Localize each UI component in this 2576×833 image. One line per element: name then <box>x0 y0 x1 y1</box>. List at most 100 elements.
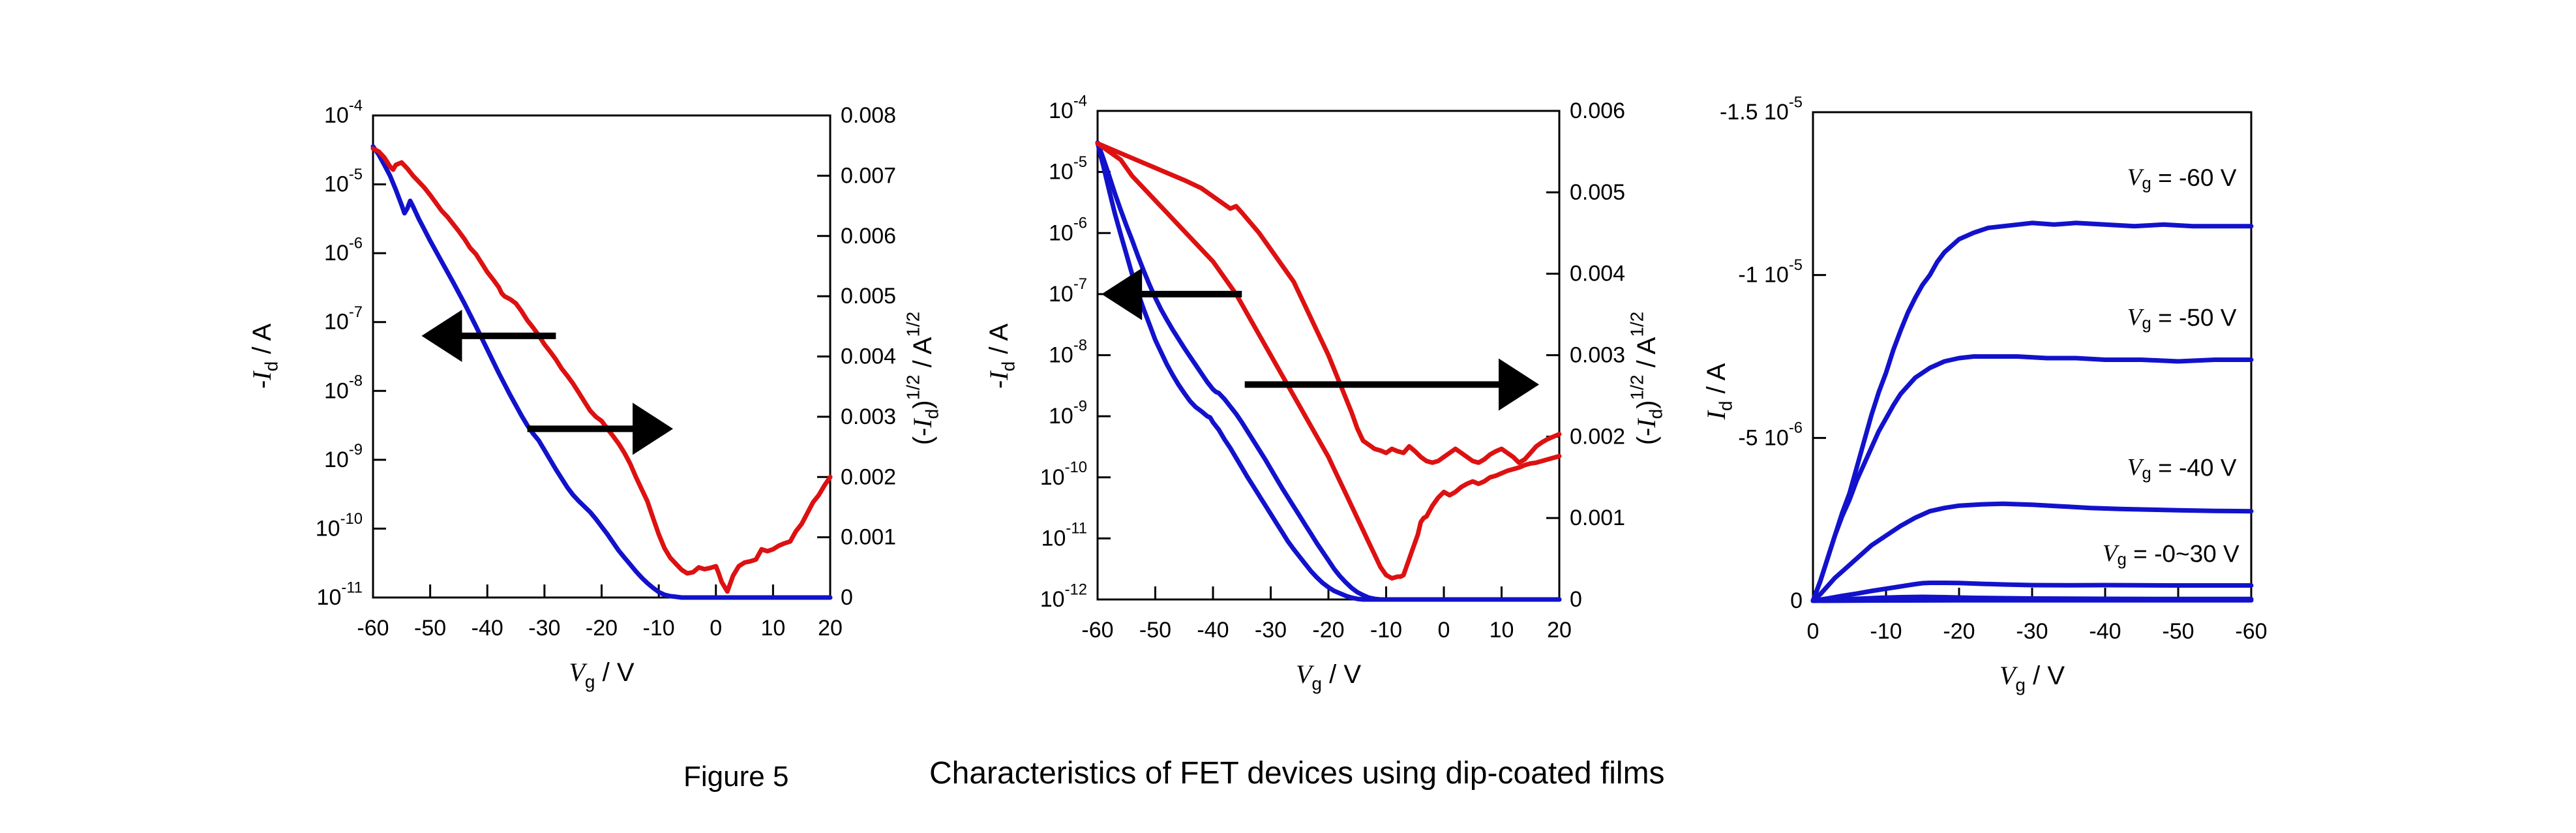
x-tick-label: -60 <box>357 616 389 641</box>
y-right-tick-label: 0.003 <box>841 404 896 429</box>
series-output-vg-40 <box>1810 501 2254 603</box>
x-tick-label: -20 <box>1943 619 1975 644</box>
label-vg-60: Vg = -60 V <box>2127 164 2237 192</box>
y-left-axis-title: -Id / A <box>247 324 281 389</box>
y-left-axis-title: Id / A <box>1701 363 1735 420</box>
series-output-vg-60 <box>1810 220 2254 603</box>
y-right-tick-label: 0 <box>841 585 853 610</box>
y-left-tick-label: -5 10-6 <box>1738 419 1803 450</box>
y-left-tick-label: 10-8 <box>1049 336 1087 367</box>
y-left-axis-title: -Id / A <box>984 324 1018 389</box>
y-right-tick-label: 0.008 <box>841 103 896 128</box>
y-left-tick-label: 0 <box>1790 588 1803 613</box>
x-tick-label: -10 <box>1370 618 1402 643</box>
y-left-tick-label: 10-7 <box>1049 275 1087 307</box>
caption-row: Figure 5 Characteristics of FET devices … <box>0 755 2576 808</box>
y-right-tick-label: 0.005 <box>1570 180 1625 205</box>
x-axis-title: Vg / V <box>1999 661 2065 695</box>
series-output-vg-0-10 <box>1810 598 2254 603</box>
arrow-head-right-icon <box>1499 358 1540 411</box>
arrow-head-left-icon <box>421 309 462 362</box>
right-axis-arrow <box>1244 358 1540 411</box>
y-left-tick-label: -1 10-5 <box>1738 256 1803 288</box>
label-vg-50: Vg = -50 V <box>2127 304 2237 333</box>
y-left-tick-label: 10-5 <box>1049 153 1087 184</box>
y-right-tick-label: 0.001 <box>1570 506 1625 530</box>
y-left-tick-label: 10-12 <box>1040 581 1087 612</box>
series-sqrt-drain-current <box>370 146 833 594</box>
y-right-tick-label: 0.004 <box>841 344 896 369</box>
y-left-tick-label: 10-10 <box>1040 459 1087 490</box>
y-right-tick-label: 0.007 <box>841 163 896 188</box>
y-left-tick-label: 10-9 <box>1049 397 1087 429</box>
y-right-tick-label: 0 <box>1570 587 1582 612</box>
x-tick-label: 10 <box>1490 618 1514 643</box>
series-drain-current-log-sweep2 <box>1095 140 1562 602</box>
x-tick-label: -60 <box>1081 618 1113 643</box>
series-drain-current-log <box>370 144 833 600</box>
y-left-tick-label: 10-8 <box>324 372 363 403</box>
series-sqrt-drain-current-sweep2 <box>1095 141 1562 581</box>
left-axis-arrow <box>421 309 556 362</box>
x-axis-title: Vg / V <box>569 658 634 691</box>
y-right-tick-label: 0.004 <box>1570 262 1625 286</box>
x-tick-label: 0 <box>710 616 722 641</box>
series-output-vg-30 <box>1810 581 2254 603</box>
figure-caption: Characteristics of FET devices using dip… <box>929 756 1665 791</box>
x-tick-label: -40 <box>1197 618 1229 643</box>
x-tick-label: 0 <box>1807 619 1820 644</box>
figure-number: Figure 5 <box>683 761 789 793</box>
x-tick-label: -10 <box>643 616 675 641</box>
y-left-tick-label: 10-11 <box>317 579 363 610</box>
series-output-vg-50 <box>1810 354 2254 603</box>
x-tick-label: -50 <box>414 616 446 641</box>
x-tick-label: 20 <box>818 616 843 641</box>
arrow-head-left-icon <box>1101 267 1143 320</box>
x-tick-label: -40 <box>2089 619 2121 644</box>
series-sqrt-drain-current-sweep1 <box>1095 141 1562 465</box>
x-tick-label: -50 <box>2162 619 2194 644</box>
x-axis-title: Vg / V <box>1296 659 1361 693</box>
x-tick-label: 10 <box>760 616 785 641</box>
y-left-tick-label: 10-5 <box>324 165 363 196</box>
panel-3-output-curves: 0 -10 -20 -30 -40 -50 -60 Vg / V -1.5 10-5 -1 10-… <box>1701 93 2268 695</box>
y-left-tick-label: 10-11 <box>1041 519 1087 551</box>
x-tick-label: 20 <box>1547 618 1572 643</box>
y-left-tick-label: 10-4 <box>324 97 363 128</box>
y-left-tick-label: 10-10 <box>316 509 363 541</box>
y-left-tick-label: 10-6 <box>1049 214 1087 245</box>
x-tick-label: -30 <box>528 616 560 641</box>
x-tick-label: -30 <box>1255 618 1287 643</box>
y-right-axis-title: (-Id)1/2 / A1/2 <box>903 312 942 446</box>
y-left-tick-label: 10-6 <box>324 234 363 265</box>
x-tick-label: -30 <box>2016 619 2048 644</box>
y-left-tick-label: 10-4 <box>1049 92 1087 123</box>
x-tick-label: 0 <box>1438 618 1450 643</box>
left-axis-arrow <box>1101 267 1242 320</box>
x-tick-label: -20 <box>1312 618 1344 643</box>
panel-2-transfer-curve-hysteresis: -60 -50 -40 -30 -20 -10 0 10 20 Vg / V 10-4 10-5 10-… <box>984 92 1666 694</box>
y-right-tick-label: 0.001 <box>841 525 896 550</box>
y-right-tick-label: 0.005 <box>841 284 896 309</box>
x-tick-label: -60 <box>2235 619 2267 644</box>
x-tick-label: -40 <box>472 616 503 641</box>
y-right-tick-label: 0.002 <box>841 464 896 489</box>
y-right-tick-label: 0.006 <box>841 224 896 249</box>
arrow-head-right-icon <box>633 402 674 455</box>
y-left-tick-label: -1.5 10-5 <box>1720 93 1803 125</box>
y-left-tick-label: 10-9 <box>324 441 363 472</box>
y-right-tick-label: 0.006 <box>1570 98 1625 123</box>
x-tick-label: -20 <box>586 616 618 641</box>
y-right-tick-label: 0.002 <box>1570 424 1625 449</box>
label-vg-40: Vg = -40 V <box>2127 454 2237 483</box>
y-left-tick-label: 10-7 <box>324 303 363 335</box>
right-axis-arrow <box>527 402 674 455</box>
y-right-tick-label: 0.003 <box>1570 343 1625 368</box>
label-vg-0-30: Vg = -0~30 V <box>2103 540 2239 569</box>
x-tick-label: -10 <box>1870 619 1902 644</box>
x-tick-label: -50 <box>1139 618 1171 643</box>
panel-1-transfer-curve-first: -60 -50 -40 -30 -20 -10 0 10 20 Vg / V 10-4 10-5 10-… <box>247 97 942 692</box>
y-right-axis-title: (-Id)1/2 / A1/2 <box>1627 312 1666 446</box>
